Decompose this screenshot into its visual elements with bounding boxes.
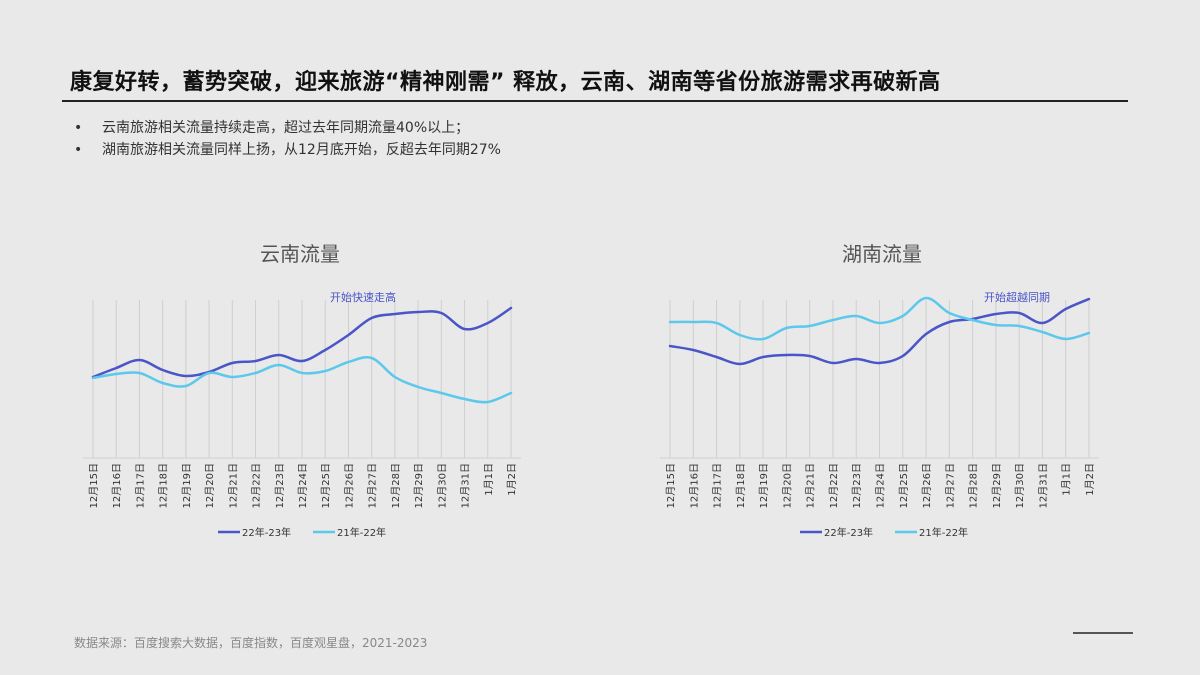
page-title: 康复好转，蓄势突破，迎来旅游“精神刚需” 释放，云南、湖南等省份旅游需求再破新高 <box>70 70 941 95</box>
bullet-text: 湖南旅游相关流量同样上扬，从12月底开始，反超去年同期27% <box>102 142 501 158</box>
bullet-dot: • <box>74 120 83 136</box>
x-tick-label: 12月15日 <box>88 463 100 508</box>
bullet-text: 云南旅游相关流量持续走高，超过去年同期流量40%以上； <box>102 120 470 136</box>
x-tick-label: 12月19日 <box>758 463 770 508</box>
x-tick-label: 12月18日 <box>735 463 747 508</box>
x-tick-label: 12月31日 <box>460 463 472 508</box>
chart-annotation: 开始超越同期 <box>984 290 1050 304</box>
x-tick-label: 12月25日 <box>898 463 910 508</box>
x-tick-label: 12月16日 <box>688 463 700 508</box>
chart-title: 云南流量 <box>260 242 340 266</box>
x-tick-label: 12月15日 <box>665 463 677 508</box>
x-tick-label: 12月23日 <box>851 463 863 508</box>
x-tick-label: 12月18日 <box>158 463 170 508</box>
x-tick-label: 12月27日 <box>367 463 379 508</box>
x-tick-label: 12月26日 <box>921 463 933 508</box>
x-tick-label: 12月16日 <box>111 463 123 508</box>
x-tick-label: 12月30日 <box>436 463 448 508</box>
bullet-item: • 云南旅游相关流量持续走高，超过去年同期流量40%以上； <box>74 117 501 139</box>
legend-label: 22年-23年 <box>242 526 291 539</box>
x-tick-label: 12月22日 <box>828 463 840 508</box>
x-tick-label: 1月1日 <box>1061 463 1073 496</box>
x-tick-label: 12月27日 <box>944 463 956 508</box>
x-tick-label: 12月20日 <box>204 463 216 508</box>
x-tick-label: 12月28日 <box>390 463 402 508</box>
chart-annotation: 开始快速走高 <box>330 290 396 304</box>
legend-label: 22年-23年 <box>824 526 873 539</box>
x-tick-label: 12月31日 <box>1037 463 1049 508</box>
legend-label: 21年-22年 <box>919 526 968 539</box>
x-tick-label: 1月2日 <box>506 463 518 496</box>
x-tick-label: 1月1日 <box>483 463 495 496</box>
chart-hunan: 湖南流量 12月15日 12月16日 12月17日 12月18日 12月19日 12月20日… <box>660 242 1099 539</box>
x-tick-label: 12月17日 <box>134 463 146 508</box>
chart-title: 湖南流量 <box>842 242 922 266</box>
x-tick-label: 12月28日 <box>968 463 980 508</box>
x-tick-label: 12月30日 <box>1014 463 1026 508</box>
x-tick-label: 12月24日 <box>297 463 309 508</box>
data-source: 数据来源：百度搜索大数据，百度指数，百度观星盘，2021-2023 <box>74 636 428 650</box>
bullet-list: • 云南旅游相关流量持续走高，超过去年同期流量40%以上； • 湖南旅游相关流量同样… <box>74 117 501 161</box>
legend-label: 21年-22年 <box>337 526 386 539</box>
x-tick-label: 12月29日 <box>413 463 425 508</box>
x-tick-label: 12月24日 <box>875 463 887 508</box>
x-tick-label: 12月29日 <box>991 463 1003 508</box>
bullet-item: • 湖南旅游相关流量同样上扬，从12月底开始，反超去年同期27% <box>74 139 501 161</box>
decorative-line <box>1073 632 1133 634</box>
chart-yunnan: 云南流量 12月15日 12月16日 12月17日 12月18日 12月19日 12月20日… <box>83 242 521 539</box>
bullet-dot: • <box>74 142 83 158</box>
x-tick-label: 12月20日 <box>781 463 793 508</box>
x-tick-label: 12月21日 <box>805 463 817 508</box>
x-tick-label: 1月2日 <box>1084 463 1096 496</box>
x-tick-label: 12月26日 <box>343 463 355 508</box>
x-tick-label: 12月19日 <box>181 463 193 508</box>
x-tick-label: 12月21日 <box>227 463 239 508</box>
x-tick-label: 12月22日 <box>251 463 263 508</box>
x-tick-label: 12月23日 <box>274 463 286 508</box>
x-tick-label: 12月17日 <box>712 463 724 508</box>
x-tick-label: 12月25日 <box>320 463 332 508</box>
title-divider <box>62 100 1128 102</box>
